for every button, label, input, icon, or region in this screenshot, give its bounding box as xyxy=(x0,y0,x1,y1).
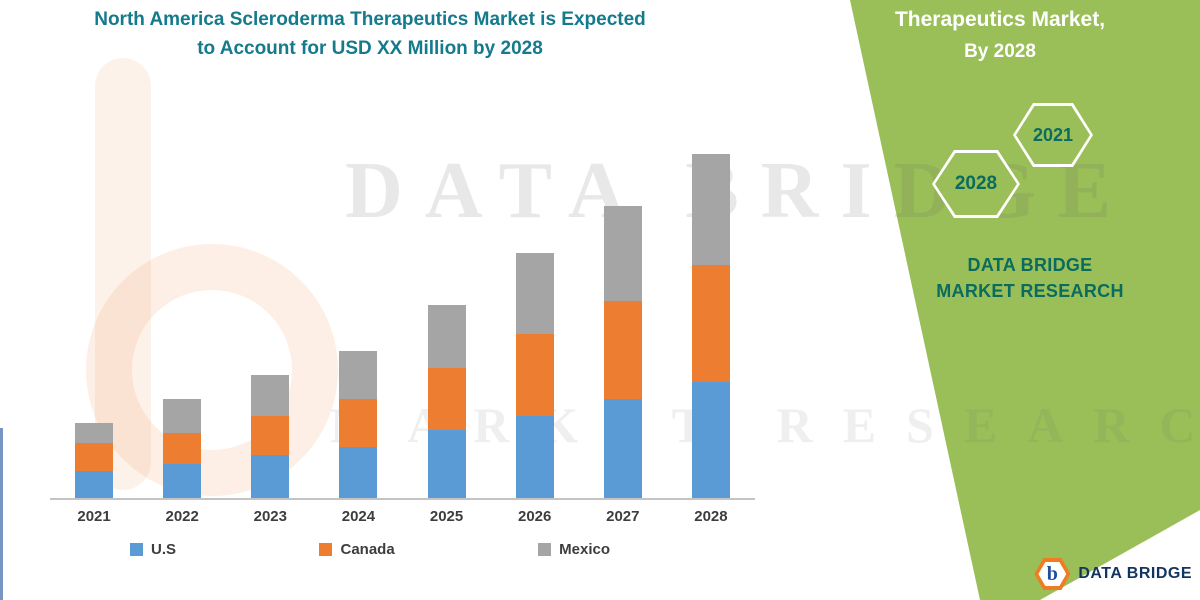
legend-swatch-canada xyxy=(319,543,333,556)
hexagon-badge-2028-label: 2028 xyxy=(935,153,1017,215)
footer-logo-text: DATA BRIDGE xyxy=(1078,565,1192,582)
bar-2022 xyxy=(163,398,202,498)
x-axis-label-2024: 2024 xyxy=(341,508,376,525)
legend-swatch-mexico xyxy=(538,543,552,556)
legend-label-us: U.S xyxy=(151,541,177,558)
side-panel-title-line-1: Therapeutics Market, xyxy=(894,8,1106,31)
bar-segment-canada-2022 xyxy=(163,433,202,464)
bar-segment-us-2024 xyxy=(339,446,378,498)
bar-segment-mexico-2028 xyxy=(691,154,730,266)
bar-segment-mexico-2024 xyxy=(339,350,378,399)
bar-segment-canada-2021 xyxy=(75,443,114,471)
x-axis-label-2028: 2028 xyxy=(694,508,728,525)
bar-segment-mexico-2022 xyxy=(163,398,202,434)
x-axis-label-2022: 2022 xyxy=(165,508,199,525)
bar-segment-mexico-2021 xyxy=(75,422,114,444)
bar-segment-canada-2023 xyxy=(251,415,290,456)
bar-segment-mexico-2027 xyxy=(603,205,642,302)
bar-2023 xyxy=(251,374,290,498)
bar-segment-canada-2024 xyxy=(339,398,378,447)
bar-segment-us-2023 xyxy=(251,455,290,498)
bar-segment-us-2021 xyxy=(75,470,114,498)
brand-name-text: DATA BRIDGE MARKET RESEARCH xyxy=(936,255,1124,302)
stacked-bar-chart xyxy=(50,140,755,500)
bar-segment-canada-2025 xyxy=(427,368,466,430)
bar-segment-canada-2028 xyxy=(691,265,730,382)
x-axis-label-2026: 2026 xyxy=(518,508,552,525)
left-edge-accent-line xyxy=(0,428,3,600)
legend-label-canada: Canada xyxy=(340,541,395,558)
chart-title-line-2: to Account for USD XX Million by 2028 xyxy=(197,37,543,59)
bar-segment-canada-2026 xyxy=(515,333,554,416)
bar-segment-mexico-2026 xyxy=(515,253,554,334)
chart-legend: U.S Canada Mexico xyxy=(130,541,610,558)
bar-segment-us-2028 xyxy=(691,381,730,498)
data-bridge-logo-icon-inner: b xyxy=(1038,562,1067,586)
side-panel-title-line-2: By 2028 xyxy=(964,41,1036,62)
chart-title: North America Scleroderma Therapeutics M… xyxy=(30,6,710,63)
bar-segment-us-2026 xyxy=(515,415,554,498)
legend-item-us: U.S xyxy=(130,541,176,558)
bar-plot-area xyxy=(50,140,755,500)
bar-2027 xyxy=(603,205,642,498)
footer-logo: b DATA BRIDGE xyxy=(1034,558,1192,590)
bar-2021 xyxy=(75,422,114,498)
bar-2025 xyxy=(427,304,466,498)
x-axis-labels: 2021 2022 2023 2024 2025 2026 2027 2028 xyxy=(50,508,755,525)
bar-segment-us-2022 xyxy=(163,463,202,498)
hexagon-badge-2021-label: 2021 xyxy=(1016,106,1090,164)
hexagon-badge-2021: 2021 xyxy=(1013,103,1093,167)
side-panel-title: Therapeutics Market, By 2028 xyxy=(880,8,1120,63)
logo-letter-b: b xyxy=(1046,563,1058,585)
bar-segment-canada-2027 xyxy=(603,301,642,399)
bar-2026 xyxy=(515,253,554,498)
x-axis-label-2025: 2025 xyxy=(429,508,464,525)
hexagon-badge-2028: 2028 xyxy=(932,150,1020,218)
bar-2028 xyxy=(691,154,730,498)
legend-item-mexico: Mexico xyxy=(538,541,610,558)
x-axis-label-2021: 2021 xyxy=(77,508,111,525)
legend-swatch-us xyxy=(130,543,143,556)
bar-segment-mexico-2023 xyxy=(251,374,290,416)
bar-2024 xyxy=(339,350,378,498)
x-axis-label-2023: 2023 xyxy=(253,508,287,525)
data-bridge-logo-icon: b xyxy=(1034,558,1071,590)
bar-segment-us-2027 xyxy=(603,398,642,498)
legend-item-canada: Canada xyxy=(319,541,395,558)
legend-label-mexico: Mexico xyxy=(559,541,610,558)
bar-segment-mexico-2025 xyxy=(427,304,466,369)
chart-title-line-1: North America Scleroderma Therapeutics M… xyxy=(94,9,646,30)
x-axis-label-2027: 2027 xyxy=(606,508,640,525)
bar-segment-us-2025 xyxy=(427,429,466,498)
